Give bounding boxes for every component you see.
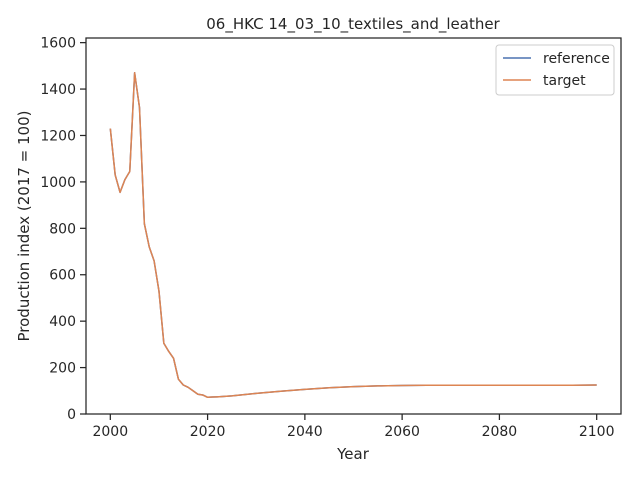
y-tick-label: 1400 [40,82,76,98]
x-tick-label: 2060 [384,424,420,440]
y-tick-label: 1600 [40,36,76,52]
y-tick-label: 0 [67,407,76,423]
series-line-target [109,72,597,399]
y-tick-label: 200 [49,361,76,377]
x-tick-label: 2020 [190,424,226,440]
y-tick-label: 1000 [40,175,76,191]
series-layer [109,72,597,399]
y-tick-label: 600 [49,268,76,284]
legend-label-target: target [543,73,586,89]
x-tick-label: 2040 [287,424,323,440]
x-tick-label: 2080 [482,424,518,440]
chart-title: 06_HKC 14_03_10_textiles_and_leather [206,15,500,34]
x-axis-ticks: 2000 2020 2040 2060 2080 2100 [92,414,615,440]
axes-frame [85,37,622,415]
y-tick-label: 800 [49,221,76,237]
x-axis-label: Year [336,445,370,463]
y-axis-label: Production index (2017 = 100) [15,111,33,342]
y-axis-ticks: 0 200 400 600 800 1000 1200 1400 1600 [40,36,86,423]
legend-label-reference: reference [543,51,610,67]
plot-area [85,37,622,415]
y-tick-label: 1200 [40,128,76,144]
x-tick-label: 2100 [579,424,615,440]
legend: reference target [495,44,615,96]
y-tick-label: 400 [49,314,76,330]
x-tick-label: 2000 [92,424,128,440]
